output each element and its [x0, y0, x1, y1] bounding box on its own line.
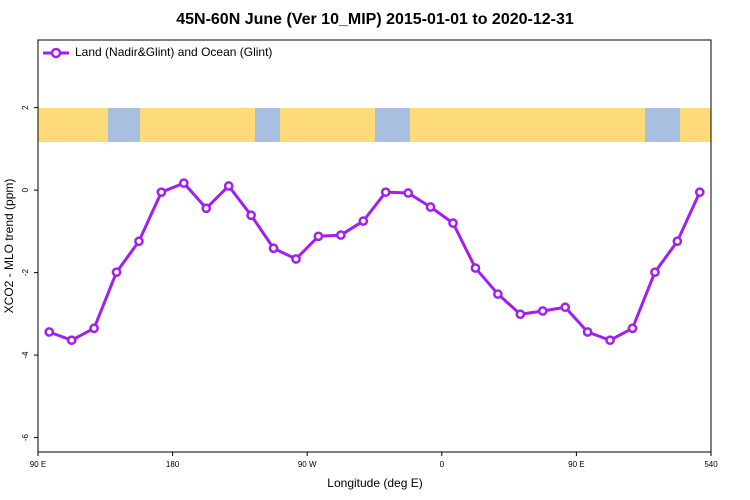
point: [582, 327, 593, 337]
point: [89, 323, 99, 334]
point: [313, 231, 324, 242]
x-tick-label: 0: [440, 460, 445, 469]
point: [694, 187, 705, 198]
point: [403, 188, 413, 198]
point: [246, 210, 256, 221]
point: [178, 178, 189, 188]
point: [44, 327, 55, 337]
point: [111, 267, 122, 278]
x-tick-label: 540: [704, 460, 718, 469]
y-tick-label: -6: [21, 433, 30, 441]
point: [515, 309, 526, 320]
point: [560, 302, 571, 313]
point: [380, 187, 391, 198]
point: [291, 254, 301, 264]
y-tick-label: 2: [21, 105, 30, 110]
legend-label: Land (Nadir&Glint) and Ocean (Glint): [75, 45, 272, 59]
x-tick-label: 90 E: [30, 460, 46, 469]
x-tick-label: 90 W: [298, 460, 317, 469]
point: [134, 236, 144, 247]
point: [156, 187, 167, 198]
y-tick-label: 0: [21, 187, 30, 192]
point: [470, 263, 481, 273]
point: [627, 323, 638, 334]
point: [605, 335, 615, 346]
x-tick-label: 90 E: [568, 460, 584, 469]
series-line: [48, 181, 702, 342]
map-band: [38, 108, 711, 142]
point: [358, 216, 369, 226]
x-axis-label: Longitude (deg E): [327, 476, 422, 490]
y-axis-label: XCO2 - MLO trend (ppm): [2, 179, 16, 314]
legend-marker: [50, 47, 62, 59]
point: [425, 202, 436, 212]
point: [672, 236, 683, 247]
point: [336, 230, 346, 240]
point: [493, 289, 503, 299]
x-tick-label: 180: [166, 460, 180, 469]
y-tick-label: -4: [21, 351, 30, 359]
point: [201, 203, 212, 214]
point: [448, 218, 458, 228]
point: [268, 243, 279, 254]
plot-frame: [37, 39, 712, 453]
point: [223, 181, 234, 191]
y-tick-label: -2: [21, 268, 30, 276]
point: [650, 267, 660, 278]
chart-title: 45N-60N June (Ver 10_MIP) 2015-01-01 to …: [176, 11, 574, 28]
point: [66, 335, 77, 346]
point: [537, 306, 548, 316]
